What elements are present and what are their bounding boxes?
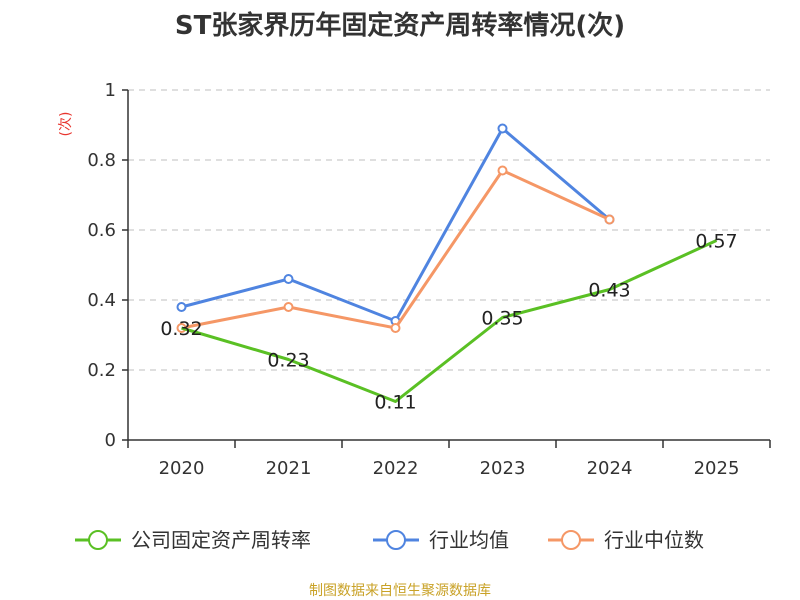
data-point (283, 302, 294, 312)
legend-marker (561, 530, 581, 550)
data-point (604, 214, 615, 225)
legend-marker (88, 530, 108, 550)
legend-label: 行业均值 (429, 528, 509, 552)
legend: 公司固定资产周转率 行业均值 行业中位数 (75, 528, 704, 552)
series-line (181, 169, 611, 330)
data-label: 0.11 (374, 392, 416, 414)
legend-marker (386, 530, 406, 550)
series-0: 0.32 0.23 0.11 0.35 0.43 0.57 (160, 231, 737, 414)
series-layer: 0.32 0.23 0.11 0.35 0.43 0.57 (160, 123, 738, 414)
data-point (497, 123, 508, 134)
series-1 (176, 123, 615, 326)
legend-item: 行业均值 (373, 528, 509, 552)
x-tick-label: 2024 (587, 458, 633, 479)
data-label: 0.57 (695, 231, 737, 253)
series-2 (176, 165, 615, 333)
legend-label: 行业中位数 (604, 528, 704, 552)
y-axis-unit: (次) (58, 112, 74, 137)
source-note: 制图数据来自恒生聚源数据库 (309, 583, 491, 599)
y-tick-label: 0 (105, 430, 116, 451)
legend-item: 公司固定资产周转率 (75, 528, 311, 552)
data-point (283, 274, 294, 284)
data-point (176, 302, 187, 312)
data-label: 0.43 (588, 280, 630, 302)
data-label: 0.23 (267, 350, 309, 372)
y-tick-label: 0.4 (87, 290, 116, 311)
x-tick-label: 2022 (373, 458, 419, 479)
y-tick-label: 1 (105, 80, 116, 101)
y-tick-labels: 0 0.2 0.4 0.6 0.8 1 (87, 80, 116, 451)
series-line (181, 239, 718, 403)
data-label: 0.32 (160, 318, 202, 340)
x-tick-labels: 2020 2021 2022 2023 2024 2025 (159, 458, 740, 479)
legend-item: 行业中位数 (548, 528, 704, 552)
chart-title: ST张家界历年固定资产周转率情况(次) (175, 10, 625, 41)
legend-label: 公司固定资产周转率 (131, 528, 311, 552)
data-point (497, 165, 508, 176)
x-tick-label: 2025 (694, 458, 740, 479)
x-tick-label: 2023 (480, 458, 526, 479)
axes (122, 89, 771, 448)
x-tick-label: 2020 (159, 458, 205, 479)
data-label: 0.35 (481, 308, 523, 330)
y-tick-label: 0.2 (87, 360, 116, 381)
y-tick-label: 0.8 (87, 150, 116, 171)
y-tick-label: 0.6 (87, 220, 116, 241)
grid-lines (128, 89, 770, 371)
x-tick-label: 2021 (266, 458, 312, 479)
series-line (181, 127, 611, 323)
data-point (390, 323, 401, 333)
